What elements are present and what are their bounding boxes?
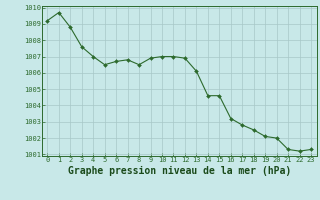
X-axis label: Graphe pression niveau de la mer (hPa): Graphe pression niveau de la mer (hPa) [68, 165, 291, 176]
